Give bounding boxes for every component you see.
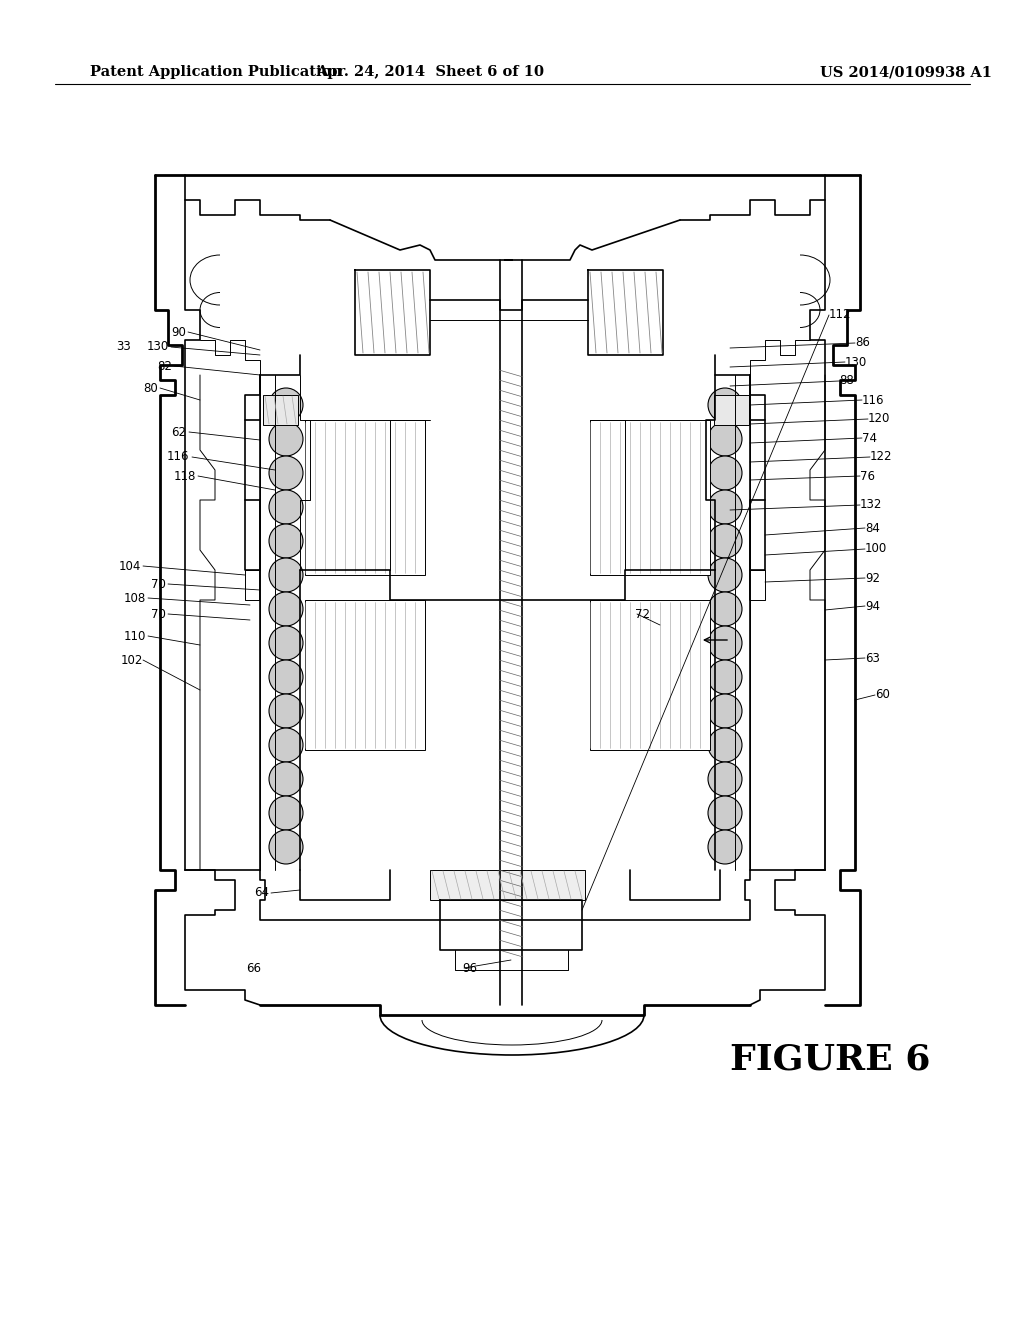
Text: 92: 92 — [865, 572, 880, 585]
Bar — [305, 420, 425, 576]
Circle shape — [708, 591, 742, 626]
Circle shape — [269, 591, 303, 626]
Text: 122: 122 — [870, 450, 893, 463]
Text: 110: 110 — [124, 630, 146, 643]
Circle shape — [708, 694, 742, 729]
Text: 82: 82 — [157, 359, 172, 372]
Text: 100: 100 — [865, 543, 887, 556]
Text: 90: 90 — [171, 326, 186, 338]
Text: Patent Application Publication: Patent Application Publication — [90, 65, 342, 79]
Text: 130: 130 — [146, 341, 169, 354]
Text: 130: 130 — [845, 355, 867, 368]
Text: 84: 84 — [865, 521, 880, 535]
Circle shape — [708, 762, 742, 796]
Text: 62: 62 — [171, 425, 186, 438]
Text: 116: 116 — [862, 393, 885, 407]
Circle shape — [708, 830, 742, 865]
Text: 118: 118 — [174, 470, 196, 483]
Circle shape — [269, 694, 303, 729]
Circle shape — [708, 422, 742, 455]
Text: 74: 74 — [862, 432, 877, 445]
Circle shape — [708, 388, 742, 422]
Bar — [590, 420, 710, 576]
Circle shape — [269, 455, 303, 490]
Text: 76: 76 — [860, 470, 874, 483]
Circle shape — [708, 490, 742, 524]
Circle shape — [708, 524, 742, 558]
Bar — [714, 395, 749, 425]
Circle shape — [708, 455, 742, 490]
Text: 66: 66 — [246, 961, 261, 974]
Text: 96: 96 — [462, 961, 477, 974]
Circle shape — [269, 490, 303, 524]
Text: FIGURE 6: FIGURE 6 — [730, 1043, 931, 1077]
Circle shape — [708, 660, 742, 694]
Text: 33: 33 — [117, 339, 131, 352]
Text: 60: 60 — [874, 689, 890, 701]
Circle shape — [708, 796, 742, 830]
Text: 102: 102 — [121, 653, 143, 667]
Text: 120: 120 — [868, 412, 891, 425]
Text: 63: 63 — [865, 652, 880, 664]
Text: 116: 116 — [167, 450, 189, 463]
Circle shape — [269, 558, 303, 591]
Circle shape — [269, 422, 303, 455]
Circle shape — [269, 388, 303, 422]
Bar — [430, 870, 585, 900]
Bar — [590, 601, 710, 750]
Text: 72: 72 — [635, 607, 650, 620]
Circle shape — [269, 626, 303, 660]
Circle shape — [708, 558, 742, 591]
Circle shape — [269, 660, 303, 694]
Circle shape — [269, 762, 303, 796]
Text: 112: 112 — [829, 309, 852, 322]
Text: 86: 86 — [855, 337, 869, 350]
Circle shape — [708, 626, 742, 660]
Circle shape — [708, 729, 742, 762]
Text: Apr. 24, 2014  Sheet 6 of 10: Apr. 24, 2014 Sheet 6 of 10 — [316, 65, 544, 79]
Text: 70: 70 — [152, 607, 166, 620]
Text: 94: 94 — [865, 599, 880, 612]
Bar — [305, 601, 425, 750]
Circle shape — [269, 729, 303, 762]
Text: 108: 108 — [124, 591, 146, 605]
Circle shape — [269, 524, 303, 558]
Text: 132: 132 — [860, 499, 883, 511]
Text: 88: 88 — [839, 375, 854, 388]
Circle shape — [269, 796, 303, 830]
Bar — [263, 395, 298, 425]
Text: 64: 64 — [254, 887, 269, 899]
Text: 104: 104 — [119, 560, 141, 573]
Text: US 2014/0109938 A1: US 2014/0109938 A1 — [820, 65, 992, 79]
Text: 70: 70 — [152, 578, 166, 590]
Text: 80: 80 — [143, 381, 158, 395]
Circle shape — [269, 830, 303, 865]
